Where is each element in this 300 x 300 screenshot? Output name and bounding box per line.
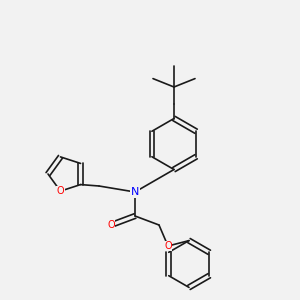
Text: O: O [107, 220, 115, 230]
Text: O: O [57, 186, 64, 196]
Text: O: O [164, 241, 172, 251]
Text: N: N [131, 187, 139, 197]
